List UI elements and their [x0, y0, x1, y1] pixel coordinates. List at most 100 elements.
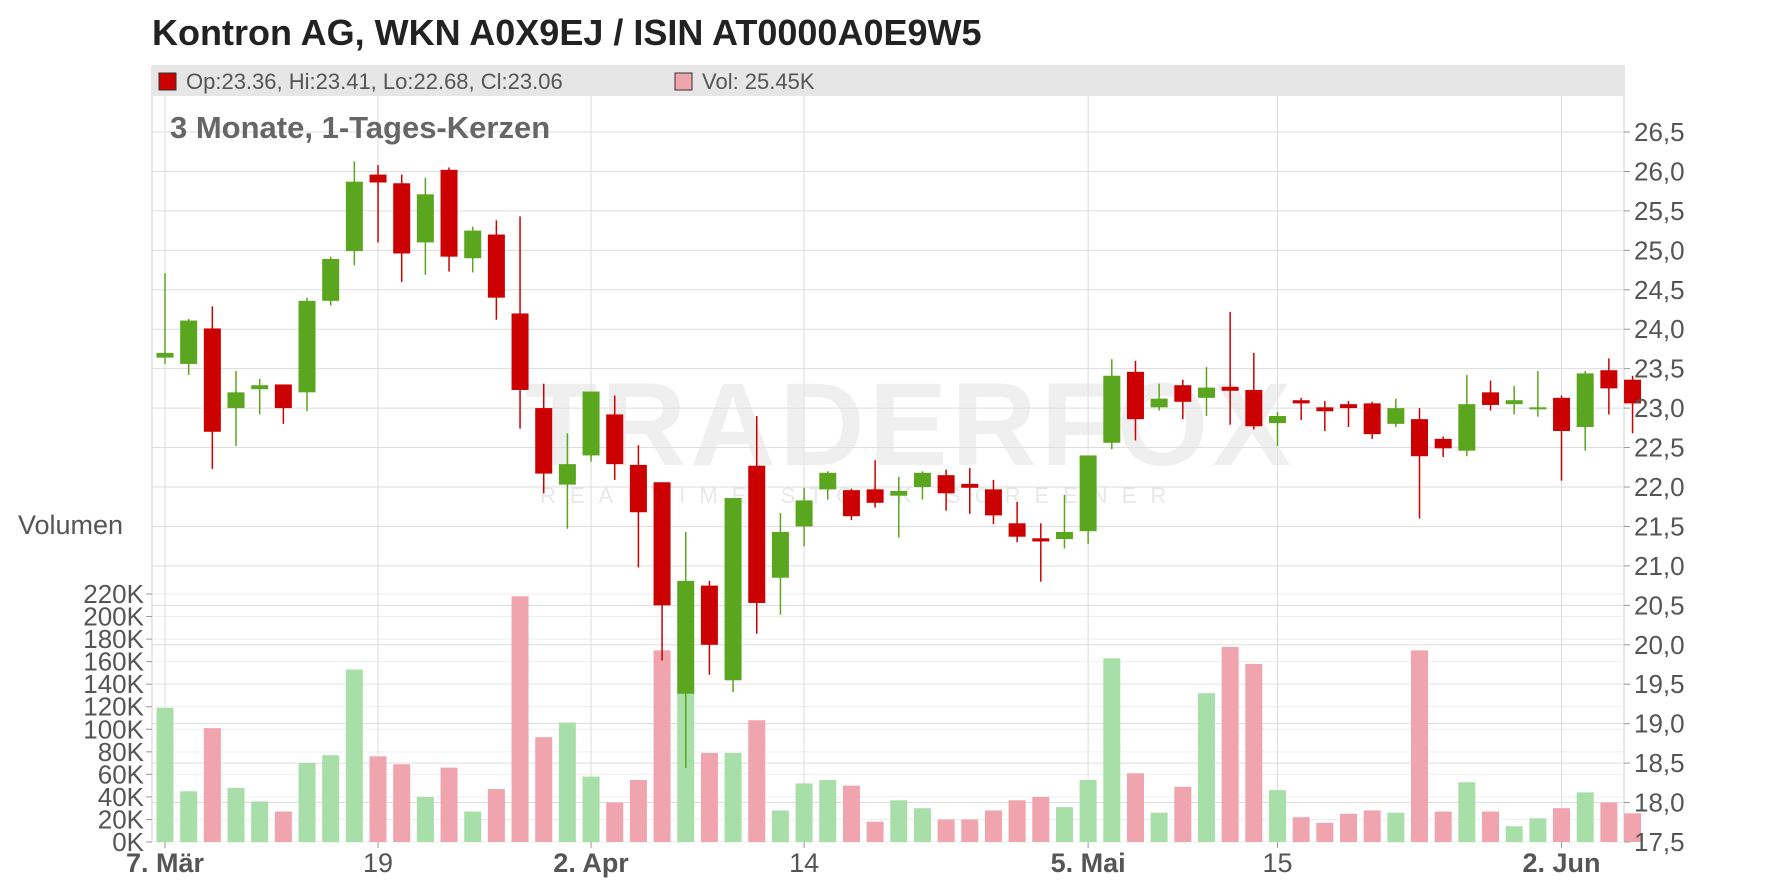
candle-body — [1221, 386, 1239, 391]
volume-bar — [1600, 802, 1618, 842]
candle-body — [1055, 531, 1073, 540]
volume-bar — [156, 707, 174, 842]
candle — [771, 513, 789, 615]
volume-bar — [890, 800, 908, 842]
volume-bar — [748, 720, 766, 842]
price-tick-label: 19,0 — [1634, 709, 1685, 739]
candle-body — [274, 384, 292, 409]
volume-bar — [1292, 817, 1310, 842]
candle-body — [227, 392, 245, 409]
candle — [416, 177, 434, 275]
volume-bar — [866, 821, 884, 842]
volume-bar — [1505, 826, 1523, 842]
candle — [180, 318, 198, 375]
volume-bar — [653, 650, 671, 842]
candle — [795, 487, 813, 547]
candle-body — [298, 300, 316, 393]
candle — [677, 531, 695, 768]
volume-bar — [251, 801, 269, 842]
candles — [156, 161, 1642, 768]
volume-bar — [1387, 812, 1405, 842]
candle-body — [890, 490, 908, 496]
volume-bar — [369, 756, 387, 842]
legend-ohlc-swatch — [158, 72, 177, 91]
price-tick-label: 26,0 — [1634, 156, 1685, 186]
candle-body — [511, 313, 529, 390]
candle — [1529, 371, 1547, 417]
volume-bar — [913, 808, 931, 842]
candle — [724, 498, 742, 693]
price-tick-label: 18,5 — [1634, 748, 1685, 778]
candle — [345, 161, 363, 266]
candle — [1340, 401, 1357, 428]
volume-tick-label: 120K — [83, 692, 144, 722]
volume-bar — [984, 810, 1002, 842]
x-tick-label: 19 — [363, 848, 393, 878]
x-tick-label: 7. Mär — [126, 848, 205, 878]
volume-bar — [1221, 646, 1239, 842]
candle-body — [700, 585, 718, 645]
volume-tick-label: 0K — [112, 827, 144, 857]
candle — [464, 226, 482, 273]
candle-body — [322, 259, 340, 301]
volume-bar — [1340, 813, 1357, 842]
volume-bar — [1363, 810, 1381, 842]
volume-bar — [1008, 800, 1026, 842]
volume-bar — [771, 810, 789, 842]
volume-bar — [1126, 773, 1144, 842]
volume-bar — [274, 811, 292, 842]
volume-bar — [1458, 782, 1476, 842]
candle — [156, 273, 174, 364]
candle-body — [1600, 370, 1618, 389]
price-tick-label: 23,0 — [1634, 393, 1685, 423]
volume-tick-label: 80K — [98, 737, 145, 767]
volume-tick-label: 140K — [83, 669, 144, 699]
price-tick-label: 21,0 — [1634, 551, 1685, 581]
candle-body — [1292, 400, 1310, 404]
volume-bar — [700, 752, 718, 842]
volume-tick-label: 40K — [98, 782, 145, 812]
candle — [1458, 374, 1476, 457]
volume-bar — [961, 819, 979, 842]
candle — [1174, 379, 1192, 420]
candle — [393, 174, 411, 282]
candle-body — [203, 328, 221, 432]
volume-bar — [1553, 808, 1571, 842]
candle — [1363, 401, 1381, 439]
volume-bar — [227, 787, 245, 842]
candle — [1032, 523, 1050, 582]
candle-body — [1174, 385, 1192, 402]
volume-bar — [440, 767, 458, 842]
volume-bar — [1150, 812, 1168, 842]
candle-body — [1032, 538, 1050, 542]
candle-body — [1008, 523, 1026, 537]
volume-bar — [629, 780, 647, 842]
candle-body — [842, 490, 860, 517]
candle — [1316, 401, 1334, 431]
volume-bar — [582, 776, 600, 842]
candle-body — [1245, 389, 1263, 427]
candle — [1008, 501, 1026, 543]
candle — [251, 378, 269, 415]
candle — [653, 482, 671, 661]
legend-volume-swatch — [674, 72, 693, 91]
x-tick-label: 14 — [789, 848, 819, 878]
candle — [203, 306, 221, 469]
volume-tick-label: 20K — [98, 804, 145, 834]
volume-bar — [416, 796, 434, 842]
candle — [1553, 395, 1571, 481]
volume-bar — [393, 764, 411, 842]
candle — [1221, 311, 1239, 425]
price-tick-label: 24,0 — [1634, 314, 1685, 344]
candle-body — [1363, 403, 1381, 435]
candle — [913, 471, 931, 500]
volume-bar — [724, 752, 742, 842]
volume-bar — [345, 669, 363, 842]
candle-body — [1197, 387, 1215, 398]
candle — [890, 476, 908, 538]
volume-bar — [1529, 818, 1547, 842]
candle-body — [629, 464, 647, 513]
candle-body — [913, 472, 931, 487]
candle-body — [369, 174, 387, 183]
volume-bar — [795, 783, 813, 842]
